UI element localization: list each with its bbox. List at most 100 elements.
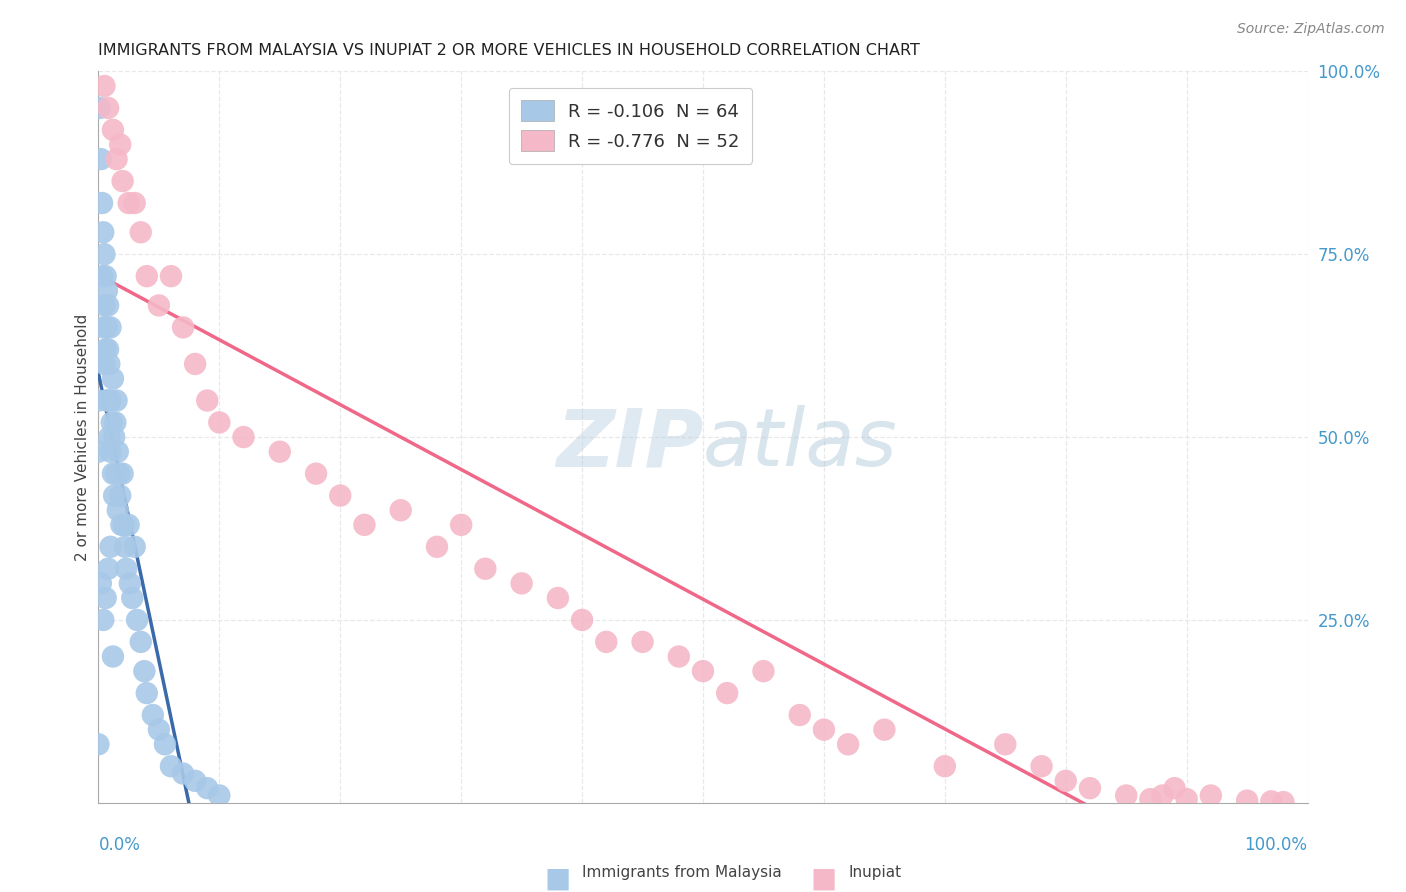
Point: [101, 371, 124, 385]
Point: [450, 517, 472, 532]
Point: [91, 269, 114, 284]
Point: [142, 708, 165, 723]
Point: [1272, 795, 1295, 809]
Point: [101, 649, 124, 664]
Point: [97, 101, 120, 115]
Point: [98, 430, 121, 444]
Point: [160, 759, 183, 773]
Point: [100, 416, 122, 430]
Point: [873, 723, 896, 737]
Point: [104, 416, 127, 430]
Point: [91, 613, 114, 627]
Point: [837, 737, 859, 751]
Y-axis label: 2 or more Vehicles in Household: 2 or more Vehicles in Household: [75, 313, 90, 561]
Point: [87, 737, 110, 751]
Point: [153, 737, 176, 751]
Text: ZIP: ZIP: [555, 405, 703, 483]
Point: [208, 789, 231, 803]
Point: [98, 357, 121, 371]
Point: [118, 196, 141, 211]
Point: [118, 517, 141, 532]
Point: [668, 649, 690, 664]
Point: [94, 591, 117, 605]
Text: atlas: atlas: [703, 405, 898, 483]
Point: [571, 613, 593, 627]
Point: [101, 123, 124, 137]
Point: [87, 393, 110, 408]
Point: [934, 759, 956, 773]
Point: [1260, 794, 1282, 808]
Point: [94, 343, 117, 357]
Point: [353, 517, 375, 532]
Point: [93, 357, 115, 371]
Point: [547, 591, 569, 605]
Point: [101, 467, 124, 481]
Point: [789, 708, 811, 723]
Point: [96, 320, 118, 334]
Point: [90, 152, 112, 166]
Point: [1199, 789, 1222, 803]
Point: [160, 269, 183, 284]
Point: [97, 562, 120, 576]
Point: [510, 576, 533, 591]
Point: [389, 503, 412, 517]
Point: [111, 174, 134, 188]
Point: [91, 196, 114, 211]
Point: [1163, 781, 1185, 796]
Point: [91, 225, 114, 239]
Point: [96, 393, 118, 408]
Point: [129, 225, 152, 239]
Point: [232, 430, 254, 444]
Point: [1152, 789, 1174, 803]
Point: [94, 269, 117, 284]
Text: 100.0%: 100.0%: [1244, 836, 1308, 854]
Point: [110, 517, 132, 532]
Text: ■: ■: [811, 865, 837, 892]
Point: [124, 196, 146, 211]
Point: [1115, 789, 1137, 803]
Point: [195, 393, 218, 408]
Point: [1054, 773, 1077, 788]
Point: [1175, 792, 1198, 806]
Point: [305, 467, 328, 481]
Point: [631, 635, 654, 649]
Point: [91, 320, 114, 334]
Point: [195, 781, 218, 796]
Point: [112, 517, 135, 532]
Point: [105, 152, 128, 166]
Point: [135, 686, 157, 700]
Text: ■: ■: [544, 865, 571, 892]
Text: Source: ZipAtlas.com: Source: ZipAtlas.com: [1237, 22, 1385, 37]
Point: [121, 591, 143, 605]
Text: 0.0%: 0.0%: [98, 836, 141, 854]
Text: Immigrants from Malaysia: Immigrants from Malaysia: [582, 865, 782, 880]
Point: [105, 393, 128, 408]
Point: [97, 343, 120, 357]
Point: [107, 444, 129, 458]
Point: [111, 467, 134, 481]
Point: [1236, 794, 1258, 808]
Point: [134, 664, 156, 678]
Point: [127, 613, 149, 627]
Point: [97, 393, 120, 408]
Text: Inupiat: Inupiat: [848, 865, 901, 880]
Point: [93, 298, 115, 312]
Point: [90, 576, 112, 591]
Point: [135, 269, 157, 284]
Point: [103, 430, 125, 444]
Point: [172, 320, 194, 334]
Point: [1139, 792, 1161, 806]
Point: [107, 503, 129, 517]
Point: [97, 298, 120, 312]
Point: [595, 635, 617, 649]
Point: [100, 444, 122, 458]
Point: [994, 737, 1017, 751]
Point: [100, 540, 122, 554]
Point: [184, 773, 207, 788]
Point: [1078, 781, 1101, 796]
Point: [208, 416, 231, 430]
Point: [426, 540, 449, 554]
Point: [108, 467, 131, 481]
Point: [105, 467, 128, 481]
Point: [184, 357, 207, 371]
